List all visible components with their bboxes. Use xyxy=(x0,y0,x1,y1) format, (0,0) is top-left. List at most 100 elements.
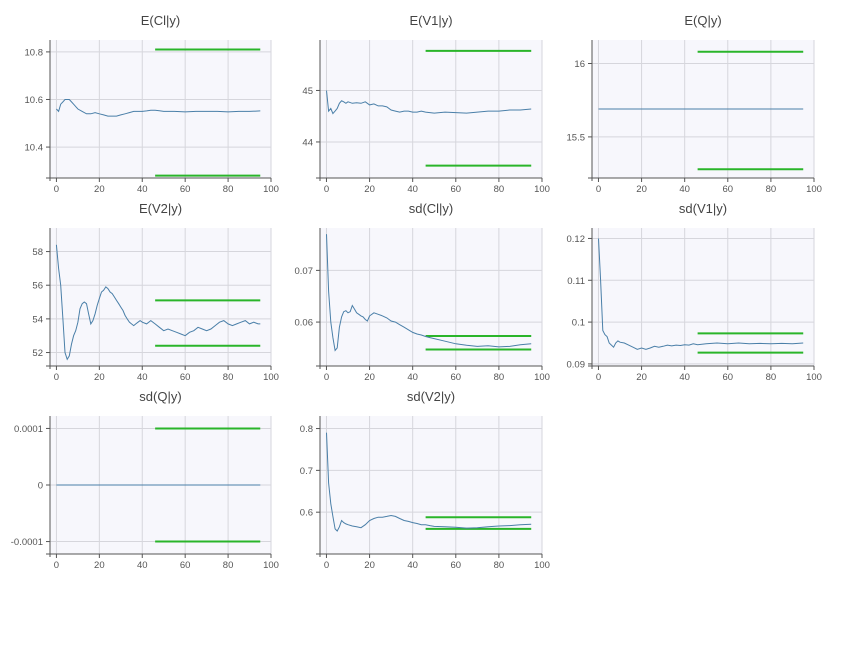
panel-title: E(V2|y) xyxy=(139,201,182,216)
panel-title: sd(Q|y) xyxy=(139,389,181,404)
x-tick-label: 0 xyxy=(324,560,329,571)
trace-line xyxy=(326,234,532,352)
y-tick-label: 0 xyxy=(38,481,43,492)
x-tick-label: 20 xyxy=(636,372,647,383)
x-tick-label: 20 xyxy=(94,184,105,195)
y-tick-label: 0.8 xyxy=(300,424,313,435)
y-tick-label: 0.11 xyxy=(567,276,585,287)
panel-title: sd(V2|y) xyxy=(407,389,455,404)
y-tick-label: 10.6 xyxy=(25,95,44,106)
y-tick-label: 0.6 xyxy=(300,508,313,519)
x-tick-label: 80 xyxy=(223,184,234,195)
x-tick-label: 60 xyxy=(722,372,733,383)
trace-line xyxy=(326,432,532,532)
x-tick-label: 100 xyxy=(263,372,279,383)
x-tick-label: 100 xyxy=(534,372,550,383)
x-tick-label: 20 xyxy=(636,184,647,195)
y-tick-label: 0.7 xyxy=(300,466,313,477)
x-tick-label: 100 xyxy=(806,372,822,383)
y-tick-label: 0.1 xyxy=(572,318,585,329)
plot-area xyxy=(320,416,542,554)
x-tick-label: 80 xyxy=(223,560,234,571)
trace-line xyxy=(326,90,532,115)
y-tick-label: 10.8 xyxy=(25,47,44,58)
panel-title: E(Cl|y) xyxy=(141,13,180,28)
x-tick-label: 20 xyxy=(364,560,375,571)
plot-area xyxy=(320,228,542,366)
panel-1: 0 20 40 60 80 100 44 45 E(V1|y) xyxy=(302,13,550,195)
x-tick-label: 80 xyxy=(223,372,234,383)
x-tick-label: 40 xyxy=(679,372,690,383)
panel-6: 0 20 40 60 80 100 -0.0001 0 0.0001 sd(Q|y) xyxy=(11,389,279,571)
panel-title: sd(V1|y) xyxy=(679,201,727,216)
x-tick-label: 0 xyxy=(54,184,59,195)
y-tick-label: 56 xyxy=(32,281,43,292)
x-tick-label: 0 xyxy=(324,184,329,195)
x-tick-label: 20 xyxy=(94,560,105,571)
x-tick-label: 80 xyxy=(766,372,777,383)
x-tick-label: 100 xyxy=(534,560,550,571)
plot-area xyxy=(50,40,271,178)
y-tick-label: 0.09 xyxy=(567,359,586,370)
x-tick-label: 20 xyxy=(364,184,375,195)
x-tick-label: 40 xyxy=(407,372,418,383)
y-tick-label: 0.06 xyxy=(295,318,314,329)
x-tick-label: 60 xyxy=(450,372,461,383)
x-tick-label: 100 xyxy=(263,184,279,195)
x-tick-label: 40 xyxy=(137,184,148,195)
x-tick-label: 60 xyxy=(180,372,191,383)
x-tick-label: 40 xyxy=(137,372,148,383)
x-tick-label: 60 xyxy=(180,560,191,571)
panel-0: 0 20 40 60 80 100 10.4 10.6 10.8 E(Cl|y) xyxy=(25,13,279,195)
trace-line xyxy=(56,99,261,117)
y-tick-label: 10.4 xyxy=(25,143,44,154)
panel-title: sd(Cl|y) xyxy=(409,201,454,216)
panel-5: 0 20 40 60 80 100 0.09 0.1 0.11 0.12 sd(V1|y) xyxy=(567,201,822,383)
x-tick-label: 60 xyxy=(450,184,461,195)
x-tick-label: 20 xyxy=(94,372,105,383)
y-tick-label: 44 xyxy=(302,137,313,148)
x-tick-label: 60 xyxy=(180,184,191,195)
trace-line xyxy=(598,238,804,350)
x-tick-label: 100 xyxy=(534,184,550,195)
y-tick-label: 0.12 xyxy=(567,234,586,245)
trace-line xyxy=(55,244,261,361)
y-tick-label: 54 xyxy=(32,314,43,325)
y-tick-label: 15.5 xyxy=(567,132,586,143)
x-tick-label: 20 xyxy=(364,372,375,383)
plot-area xyxy=(320,40,542,178)
x-tick-label: 100 xyxy=(263,560,279,571)
x-tick-label: 0 xyxy=(596,372,601,383)
y-tick-label: 16 xyxy=(574,59,585,70)
plot-area xyxy=(50,228,271,366)
x-tick-label: 0 xyxy=(54,560,59,571)
x-tick-label: 40 xyxy=(407,560,418,571)
y-tick-label: 45 xyxy=(302,86,313,97)
x-tick-label: 0 xyxy=(324,372,329,383)
y-tick-label: 52 xyxy=(32,348,43,359)
x-tick-label: 100 xyxy=(806,184,822,195)
y-tick-label: -0.0001 xyxy=(11,537,43,548)
plot-area xyxy=(592,228,814,366)
x-tick-label: 40 xyxy=(137,560,148,571)
x-tick-label: 80 xyxy=(766,184,777,195)
x-tick-label: 40 xyxy=(407,184,418,195)
panel-3: 0 20 40 60 80 100 52 54 56 58 E(V2|y) xyxy=(32,201,279,383)
y-tick-label: 0.07 xyxy=(295,266,314,277)
panel-4: 0 20 40 60 80 100 0.06 0.07 sd(Cl|y) xyxy=(295,201,550,383)
x-tick-label: 0 xyxy=(54,372,59,383)
x-tick-label: 80 xyxy=(494,372,505,383)
panel-7: 0 20 40 60 80 100 0.6 0.7 0.8 sd(V2|y) xyxy=(300,389,550,571)
panel-title: E(Q|y) xyxy=(684,13,721,28)
y-tick-label: 58 xyxy=(32,247,43,258)
x-tick-label: 0 xyxy=(596,184,601,195)
y-tick-label: 0.0001 xyxy=(14,424,43,435)
x-tick-label: 80 xyxy=(494,560,505,571)
x-tick-label: 60 xyxy=(722,184,733,195)
panel-2: 0 20 40 60 80 100 15.5 16 E(Q|y) xyxy=(567,13,822,195)
x-tick-label: 40 xyxy=(679,184,690,195)
x-tick-label: 60 xyxy=(450,560,461,571)
panel-title: E(V1|y) xyxy=(409,13,452,28)
x-tick-label: 80 xyxy=(494,184,505,195)
